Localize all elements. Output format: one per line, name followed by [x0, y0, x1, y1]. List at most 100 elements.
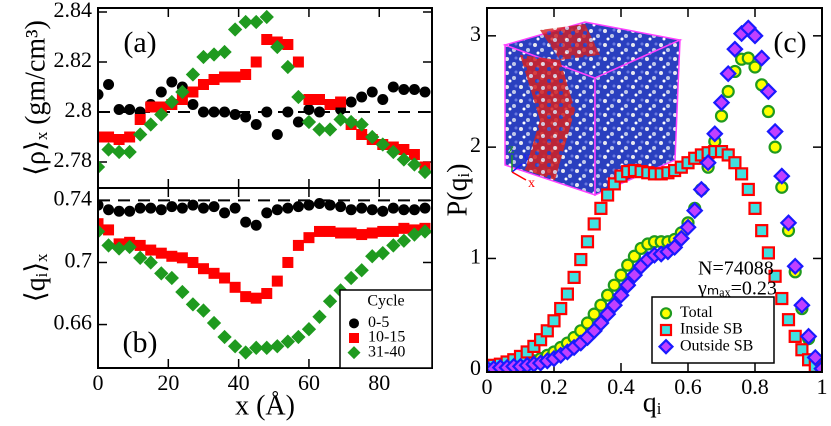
marker-diamond: [407, 157, 422, 172]
marker-circle: [113, 104, 125, 115]
marker-square: [345, 227, 357, 239]
marker-diamond: [111, 144, 127, 160]
marker-square: [113, 134, 125, 145]
marker-square: [560, 287, 575, 301]
marker-diamond: [259, 9, 274, 25]
legend-box: [651, 296, 775, 364]
marker-diamond: [746, 27, 764, 45]
y-tick-label: 1: [470, 244, 481, 269]
marker-square: [721, 148, 735, 162]
marker-square: [103, 224, 115, 236]
marker-diamond: [270, 39, 285, 55]
marker-circle: [229, 202, 241, 214]
marker-square: [594, 201, 608, 215]
plot-frame: [97, 187, 433, 369]
marker-square: [398, 144, 410, 155]
marker-diamond: [417, 224, 432, 239]
marker-square: [145, 101, 157, 113]
marker-diamond: [312, 309, 327, 324]
marker-circle: [271, 129, 283, 140]
marker-diamond: [217, 44, 232, 60]
series-group: [98, 9, 432, 180]
marker-circle: [124, 104, 136, 115]
marker-diamond: [101, 238, 116, 253]
marker-square: [768, 269, 782, 283]
panel-label: (b): [123, 326, 158, 359]
marker-diamond: [766, 122, 784, 141]
marker-circle: [219, 207, 231, 219]
marker-square: [547, 314, 561, 328]
marker-circle: [356, 91, 368, 103]
marker-circle: [155, 204, 167, 216]
legend-label: 31-40: [368, 343, 405, 360]
inset-y-axis: [511, 163, 523, 173]
marker-diamond: [354, 263, 369, 278]
marker-diamond: [111, 241, 127, 256]
marker-circle: [387, 81, 399, 93]
marker-square: [607, 177, 621, 191]
series-group: [487, 19, 822, 372]
marker-square: [155, 101, 167, 113]
marker-diamond: [343, 114, 359, 130]
marker-square: [324, 99, 336, 110]
marker-circle: [166, 201, 178, 213]
marker-square: [748, 201, 762, 215]
marker-circle: [197, 106, 209, 118]
marker-diamond: [217, 329, 232, 345]
marker-circle: [768, 140, 782, 154]
legend-label: Total: [680, 304, 713, 321]
marker-circle: [98, 199, 104, 211]
marker-diamond: [133, 250, 148, 265]
marker-diamond: [227, 339, 243, 354]
marker-square: [145, 244, 157, 256]
marker-circle: [292, 116, 304, 128]
marker-circle: [240, 216, 252, 228]
marker-square: [282, 39, 294, 50]
marker-square: [261, 288, 273, 300]
marker-circle: [349, 318, 359, 329]
marker-circle: [176, 202, 188, 214]
inset-cube: z y x: [502, 21, 683, 197]
marker-diamond: [365, 129, 380, 145]
marker-diamond: [98, 224, 106, 239]
marker-circle: [714, 109, 729, 123]
legend-label: 10-15: [368, 329, 405, 346]
marker-square: [240, 291, 252, 303]
marker-circle: [721, 84, 735, 99]
y-tick-label: 0.66: [54, 310, 93, 335]
marker-circle: [387, 202, 399, 214]
marker-square: [124, 131, 136, 143]
marker-circle: [345, 96, 357, 108]
marker-diamond: [249, 340, 264, 355]
marker-diamond: [386, 144, 401, 160]
marker-diamond: [206, 47, 222, 62]
marker-circle: [145, 202, 157, 214]
marker-square: [761, 246, 776, 260]
marker-diamond: [712, 93, 731, 112]
marker-circle: [600, 288, 615, 302]
marker-circle: [761, 104, 776, 119]
marker-diamond: [375, 246, 390, 261]
marker-diamond: [786, 257, 804, 275]
marker-circle: [408, 204, 420, 216]
marker-diamond: [196, 303, 211, 318]
marker-circle: [282, 106, 294, 118]
marker-diamond: [799, 327, 818, 346]
marker-circle: [324, 199, 336, 211]
marker-square: [208, 74, 220, 85]
marker-diamond: [196, 49, 211, 65]
marker-circle: [166, 76, 178, 88]
marker-square: [366, 227, 378, 239]
marker-diamond: [270, 339, 285, 354]
marker-square: [527, 339, 541, 353]
marker-circle: [208, 201, 220, 213]
marker-diamond: [122, 144, 137, 160]
marker-circle: [292, 201, 304, 213]
marker-square: [377, 225, 389, 237]
marker-square: [408, 149, 420, 160]
marker-circle: [197, 202, 209, 214]
marker-square: [659, 323, 673, 337]
x-axis-label: qᵢ: [643, 387, 662, 418]
marker-square: [134, 239, 146, 251]
